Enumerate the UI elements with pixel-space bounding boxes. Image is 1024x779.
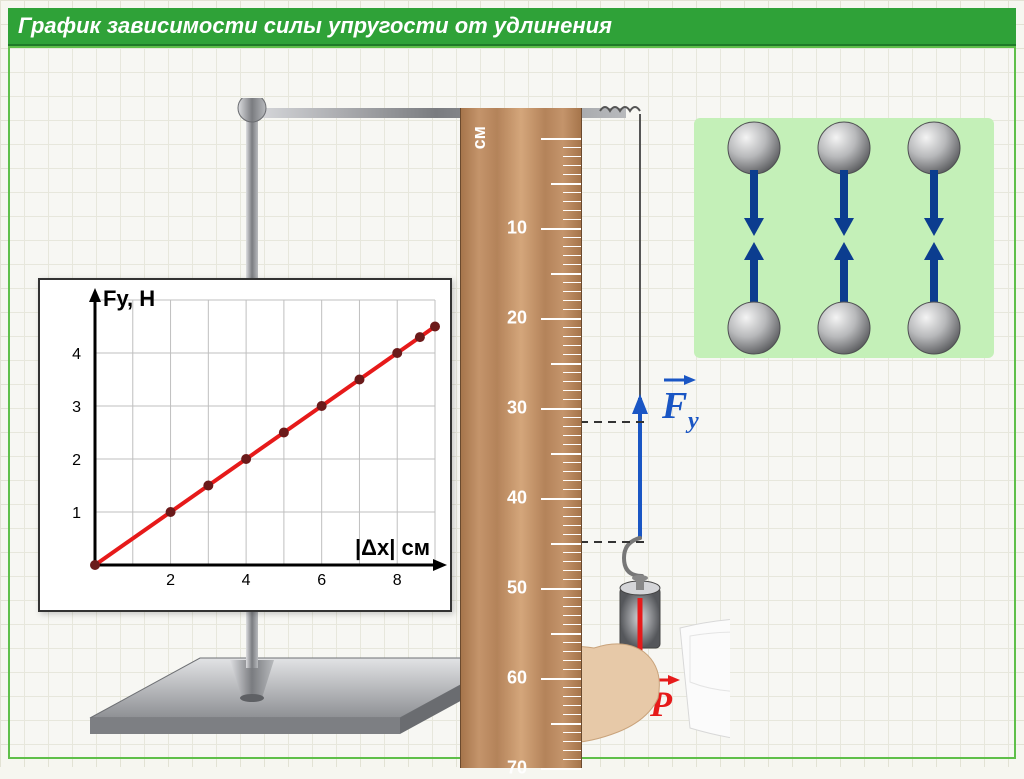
svg-text:у: у	[685, 408, 699, 434]
force-elastic-label: F у	[661, 375, 699, 434]
svg-text:4: 4	[242, 572, 251, 589]
svg-text:3: 3	[72, 399, 81, 416]
svg-text:|Δx| см: |Δx| см	[355, 535, 430, 560]
svg-text:2: 2	[72, 452, 81, 469]
svg-text:1: 1	[72, 505, 81, 522]
force-chart: 2 4 6 8 1 2 3 4 Fу, Н |Δx| см	[40, 280, 450, 610]
svg-text:Fу, Н: Fу, Н	[103, 286, 155, 311]
svg-text:4: 4	[72, 346, 81, 363]
ruler: см 10203040506070	[460, 108, 582, 768]
molecule-panel	[694, 118, 994, 358]
svg-text:8: 8	[393, 572, 402, 589]
main-frame: F у P см 10203040506070	[8, 46, 1016, 759]
title-bar: График зависимости силы упругости от удл…	[8, 8, 1016, 48]
molecule-diagram	[694, 118, 994, 358]
chart-panel: 2 4 6 8 1 2 3 4 Fу, Н |Δx| см	[38, 278, 452, 612]
page-title: График зависимости силы упругости от удл…	[18, 13, 612, 39]
svg-text:2: 2	[166, 572, 175, 589]
ruler-unit: см	[469, 126, 490, 149]
svg-text:F: F	[661, 385, 687, 427]
svg-text:6: 6	[317, 572, 326, 589]
